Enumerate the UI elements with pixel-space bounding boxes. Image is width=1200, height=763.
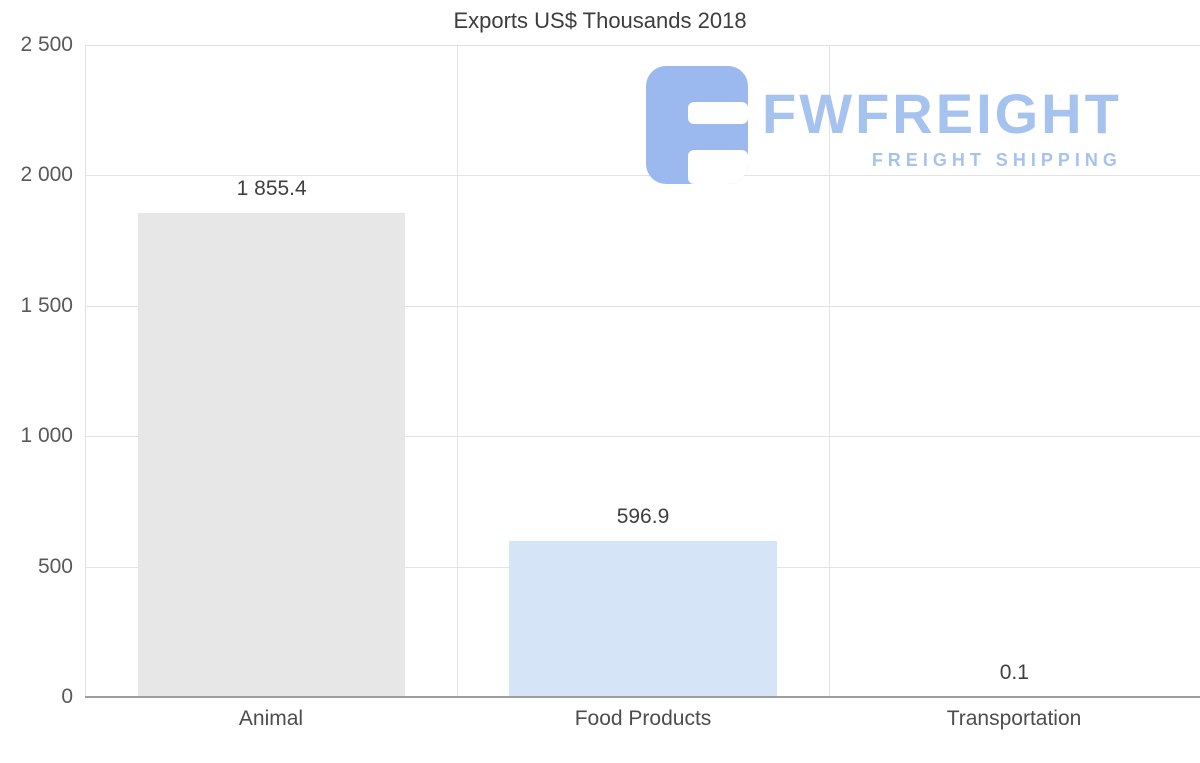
bar: [509, 541, 777, 697]
y-tick-label: 500: [37, 555, 73, 578]
bar-value-label: 596.9: [616, 505, 670, 529]
gridline-horizontal: [86, 175, 1200, 177]
bar-value-label: 0.1: [999, 660, 1029, 684]
gridline-horizontal: [86, 305, 1200, 307]
fwfreight-watermark: FWFREIGHT FREIGHT SHIPPING: [646, 66, 1122, 189]
gridline-horizontal: [86, 45, 1200, 46]
chart-title: Exports US$ Thousands 2018: [453, 8, 747, 33]
fwfreight-logo-icon: [646, 66, 748, 189]
category-label-food-products: Food Products: [574, 707, 712, 730]
category-label-animal: Animal: [238, 707, 304, 730]
logo-text-block: FWFREIGHT FREIGHT SHIPPING: [762, 66, 1122, 171]
gridline-vertical: [828, 45, 830, 697]
bar-column-animal: 1 855.4: [86, 45, 457, 697]
logo-tagline-text: FREIGHT SHIPPING: [871, 150, 1122, 170]
bar-column-food-products: 596.9: [457, 45, 828, 697]
y-tick-label: 2 500: [20, 33, 73, 56]
plot-area: 1 855.4 596.9 0.1: [85, 45, 1200, 697]
logo-brand-text: FWFREIGHT: [762, 82, 1122, 145]
y-tick-label: 1 500: [20, 294, 73, 317]
bar-value-label: 1 855.4: [236, 177, 307, 201]
y-tick-label: 2 000: [20, 163, 73, 186]
y-tick-label: 1 000: [20, 424, 73, 447]
gridline-horizontal: [86, 436, 1200, 438]
x-axis-line: [85, 696, 1200, 698]
gridline-vertical: [457, 45, 459, 697]
bar: [137, 213, 406, 697]
y-tick-label: 0: [61, 685, 73, 708]
category-label-transportation: Transportation: [946, 707, 1082, 730]
